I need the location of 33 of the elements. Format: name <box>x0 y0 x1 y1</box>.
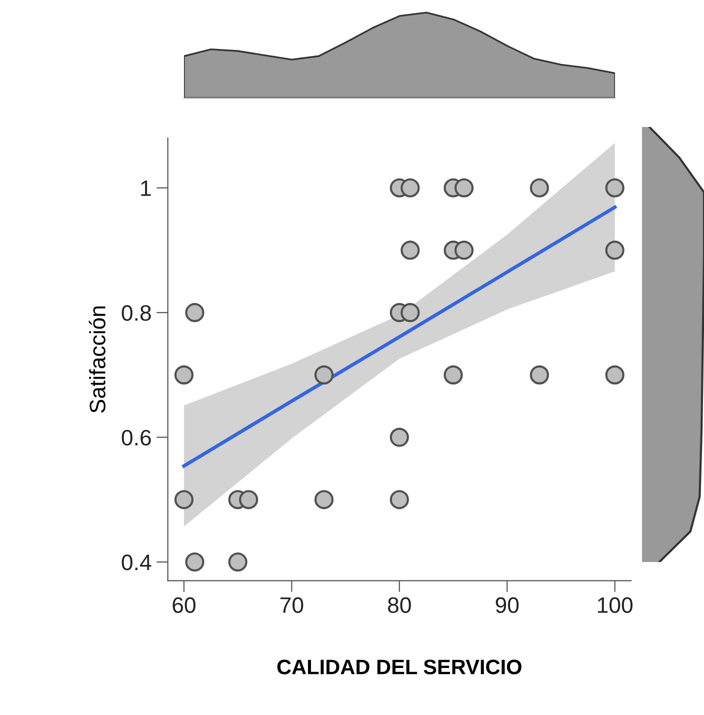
point <box>400 303 420 322</box>
x-tick-label: 90 <box>496 597 519 613</box>
point <box>174 365 194 384</box>
point <box>605 365 624 384</box>
point <box>605 240 624 260</box>
point <box>239 490 258 510</box>
point <box>605 178 624 198</box>
point <box>530 365 549 384</box>
point <box>390 490 409 510</box>
point <box>454 178 474 198</box>
point <box>390 428 409 447</box>
x-tick-label: 60 <box>172 597 196 613</box>
point <box>530 178 549 198</box>
point <box>314 365 334 384</box>
point <box>185 552 204 572</box>
x-tick-label: 80 <box>388 597 411 613</box>
point <box>174 490 194 510</box>
point <box>314 490 334 510</box>
x-axis-title: CALIDAD DEL SERVICIO <box>277 660 522 674</box>
y-tick-label: 0.6 <box>122 430 151 446</box>
point <box>400 178 420 198</box>
y-tick-label: 1 <box>141 180 151 196</box>
line-series <box>182 205 617 468</box>
y-tick-label: 0.8 <box>122 305 151 321</box>
y-axis-title: Satifacción <box>88 306 106 413</box>
point <box>400 240 420 260</box>
point <box>228 552 248 572</box>
point <box>444 365 463 384</box>
x-tick-label: 100 <box>598 597 633 613</box>
point <box>185 303 204 322</box>
point <box>454 240 474 260</box>
x-tick-label: 70 <box>280 597 304 613</box>
y-tick-label: 0.4 <box>122 554 152 570</box>
